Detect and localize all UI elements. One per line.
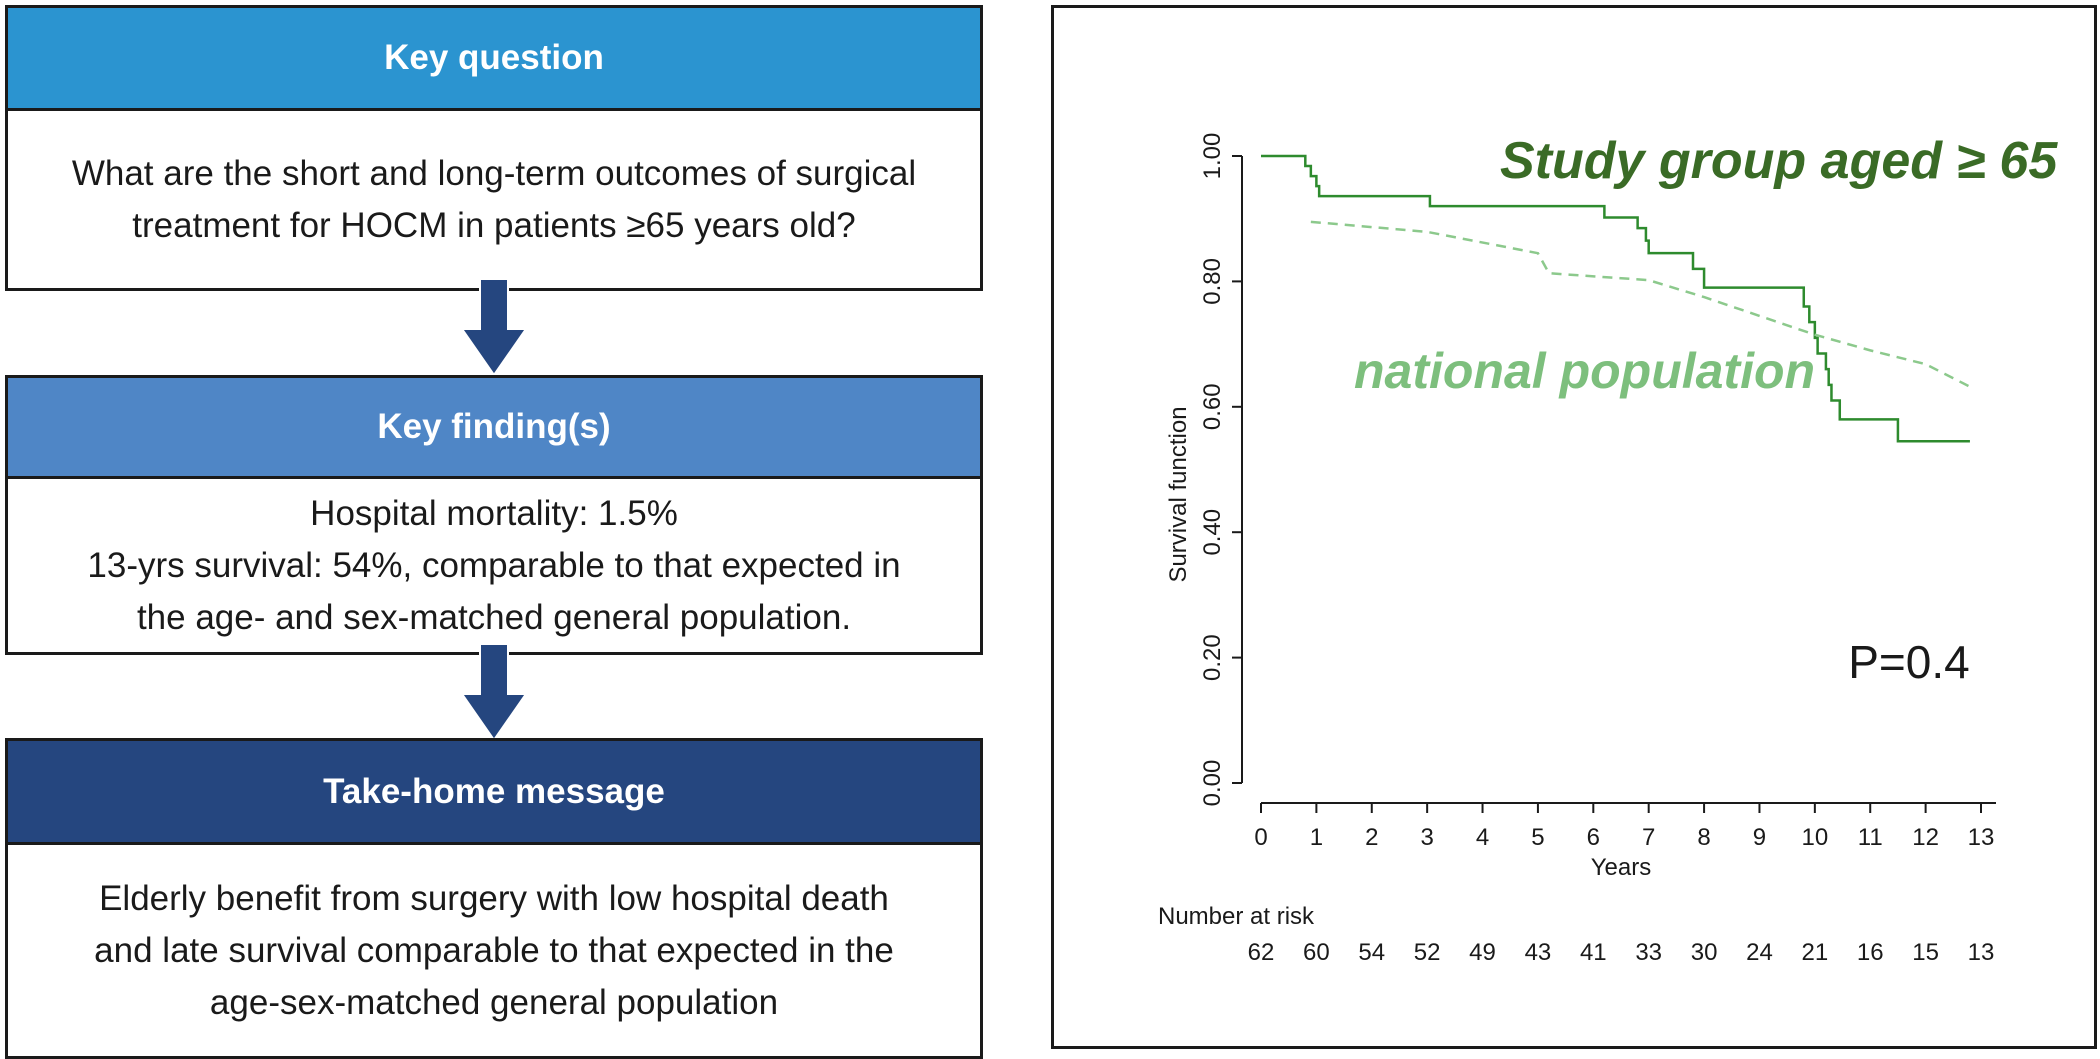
national-population-survival-line [1310,220,1971,388]
number-at-risk-value: 54 [1358,939,1385,966]
x-tick-label: 8 [1697,824,1710,851]
number-at-risk-value: 41 [1580,939,1607,966]
number-at-risk-value: 62 [1248,939,1275,966]
take-home-section: Take-home message Elderly benefit from s… [5,738,983,1059]
number-at-risk-value: 60 [1303,939,1330,966]
key-findings-section: Key finding(s) Hospital mortality: 1.5% … [5,375,983,655]
key-findings-line-3: the age- and sex-matched general populat… [136,597,852,637]
number-at-risk-value: 21 [1801,939,1828,966]
x-tick-label: 0 [1254,824,1267,851]
down-arrow-2 [462,644,526,742]
x-tick-label: 3 [1420,824,1433,851]
down-arrow-1 [462,279,526,377]
x-tick-label: 13 [1968,824,1995,851]
key-question-body: What are the short and long-term outcome… [5,111,983,291]
take-home-body: Elderly benefit from surgery with low ho… [5,845,983,1059]
study-group-survival-line [1261,154,1970,443]
study-group-label: Study group aged ≥ 65 [1500,132,2058,190]
number-at-risk-value: 49 [1469,939,1496,966]
key-findings-body: Hospital mortality: 1.5% 13-yrs survival… [5,479,983,655]
take-home-line-1: Elderly benefit from surgery with low ho… [99,878,889,918]
x-tick-label: 5 [1531,824,1544,851]
y-tick-label: 1.00 [1199,133,1226,180]
y-axis-title: Survival function [1165,406,1192,582]
survival-chart-panel: 0.00 0.20 0.40 0.60 0.80 1.00 0 1 2 3 4 5 6 7 8 9 10 11 12… [1051,5,2097,1049]
x-tick-label: 1 [1310,824,1323,851]
number-at-risk-label: Number at risk [1158,903,1315,930]
x-tick-label: 11 [1858,824,1883,851]
x-tick-label: 6 [1587,824,1600,851]
key-question-line-1: What are the short and long-term outcome… [71,153,917,193]
x-tick-label: 9 [1753,824,1766,851]
number-at-risk-value: 15 [1912,939,1939,966]
number-at-risk-value: 16 [1857,939,1884,966]
number-at-risk-value: 24 [1746,939,1773,966]
take-home-line-2: and late survival comparable to that exp… [94,930,894,970]
x-axis-title: Years [1591,854,1652,881]
take-home-line-3: age-sex-matched general population [209,982,779,1022]
y-tick-label: 0.80 [1199,258,1226,305]
p-value-annotation: P=0.4 [1848,636,1970,688]
number-at-risk-value: 33 [1635,939,1662,966]
x-tick-label: 4 [1476,824,1489,851]
x-tick-label: 2 [1365,824,1378,851]
key-question-title: Key question [384,38,604,77]
take-home-title: Take-home message [323,771,665,811]
number-at-risk-value: 43 [1525,939,1552,966]
x-tick-label: 7 [1642,824,1655,851]
x-tick-label: 10 [1801,824,1828,851]
number-at-risk-value: 30 [1691,939,1718,966]
y-tick-label: 0.60 [1199,383,1226,430]
number-at-risk-value: 13 [1968,939,1995,966]
key-findings-header: Key finding(s) [5,375,983,479]
y-tick-label: 0.20 [1199,634,1226,681]
key-findings-title: Key finding(s) [377,407,611,446]
key-question-section: Key question What are the short and long… [5,5,983,291]
number-at-risk-value: 52 [1414,939,1441,966]
y-tick-label: 0.40 [1199,509,1226,556]
key-findings-line-1: Hospital mortality: 1.5% [310,493,678,533]
key-question-header: Key question [5,5,983,111]
x-tick-label: 12 [1912,824,1939,851]
y-tick-label: 0.00 [1199,760,1226,807]
take-home-header: Take-home message [5,738,983,845]
survival-chart: 0.000.200.400.600.801.000 1 2 3 4 5 6 7 8 9 10 11 12… [1158,132,2058,966]
key-findings-line-2: 13-yrs survival: 54%, comparable to that… [87,545,901,585]
national-population-label: national population [1354,343,1815,399]
key-question-line-2: treatment for HOCM in patients ≥65 years… [132,205,856,245]
